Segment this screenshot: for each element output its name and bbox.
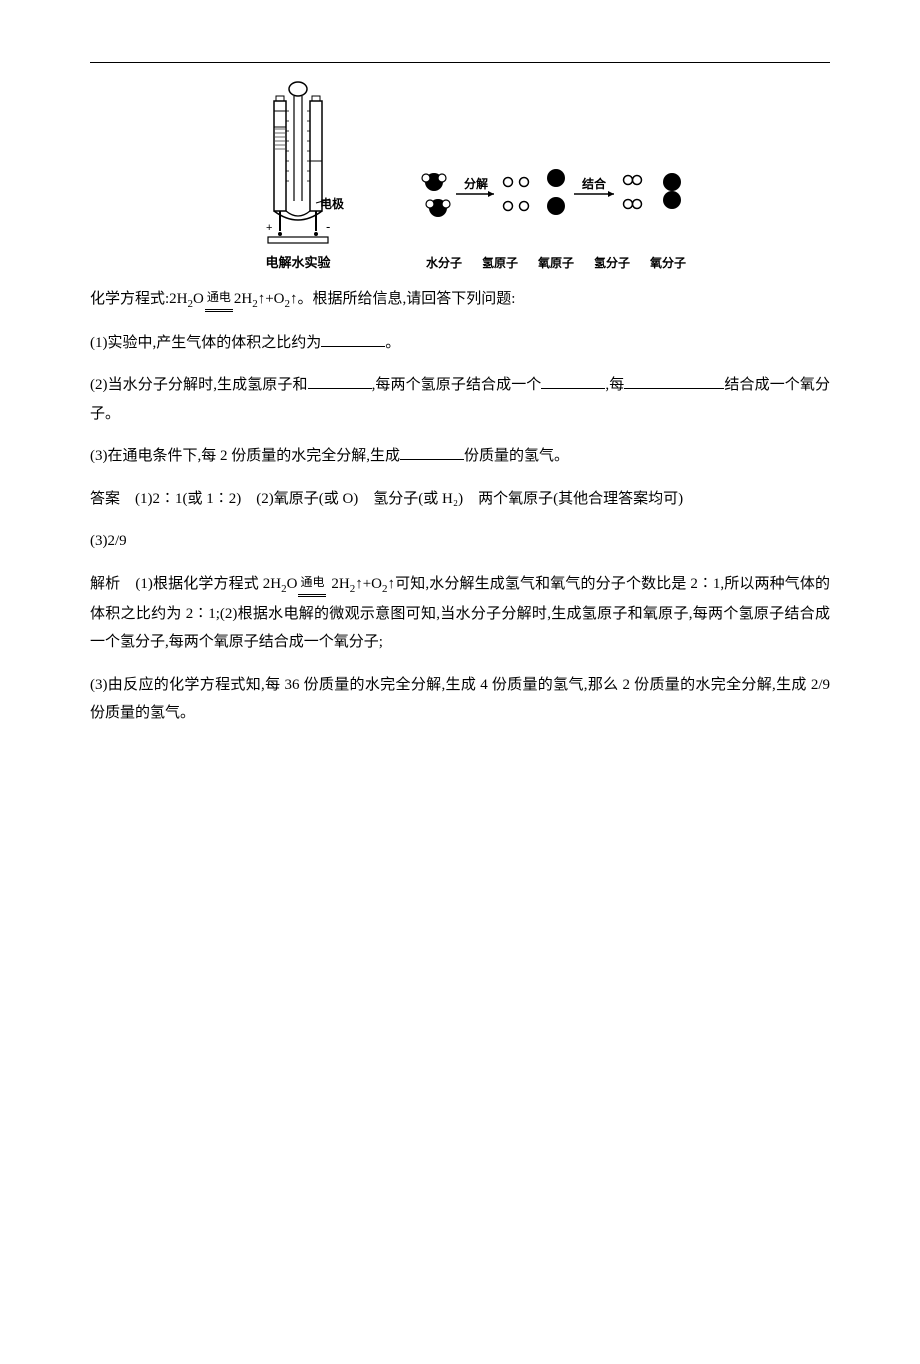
eq-mid3: ↑+O: [258, 291, 285, 307]
apparatus-caption: 电解水实验: [265, 252, 330, 271]
label-o-atom: 氧原子: [538, 254, 574, 271]
eq-mid2: 2H: [234, 291, 252, 307]
electrode-label: 电极: [320, 195, 344, 212]
molecule-labels: 水分子 氢原子 氧原子 氢分子 氧分子: [426, 254, 686, 271]
an1-mid1: O: [287, 576, 298, 592]
q1-pre: (1)实验中,产生气体的体积之比约为: [90, 335, 321, 351]
blank: [308, 376, 372, 390]
analysis-1: 解析 (1)根据化学方程式 2H2O通电 2H2↑+O2↑可知,水分解生成氢气和…: [90, 570, 830, 657]
label-h2: 氢分子: [594, 254, 630, 271]
question-2: (2)当水分子分解时,生成氢原子和,每两个氢原子结合成一个,每结合成一个氧分子。: [90, 371, 830, 428]
q1-post: 。: [385, 335, 400, 351]
equation-line: 化学方程式:2H2O通电2H2↑+O2↑。根据所给信息,请回答下列问题:: [90, 285, 830, 315]
label-h-atom: 氢原子: [482, 254, 518, 271]
eq-prefix: 化学方程式:2H: [90, 291, 188, 307]
molecule-svg: 分解 结合: [416, 158, 696, 248]
molecular-diagram: 分解 结合: [406, 158, 706, 271]
figure-row: + - 电极 电解水实验 分解: [250, 81, 830, 271]
eq-mid1: O: [193, 291, 204, 307]
svg-text:+: +: [266, 222, 272, 234]
blank: [624, 376, 724, 390]
page: + - 电极 电解水实验 分解: [0, 62, 920, 728]
label-water: 水分子: [426, 254, 462, 271]
q3-post: 份质量的氢气。: [464, 448, 569, 464]
arrow-right-label: 结合: [582, 176, 607, 191]
blank: [321, 333, 385, 347]
label-o2: 氧分子: [650, 254, 686, 271]
an1-mid2: 2H: [327, 576, 349, 592]
top-rule: [90, 62, 830, 63]
svg-text:-: -: [326, 219, 330, 234]
arrow-left-label: 分解: [464, 176, 488, 191]
eq-suffix: ↑。根据所给信息,请回答下列问题:: [290, 291, 515, 307]
analysis-2: (3)由反应的化学方程式知,每 36 份质量的水完全分解,生成 4 份质量的氢气…: [90, 671, 830, 728]
question-1: (1)实验中,产生气体的体积之比约为 。: [90, 329, 830, 358]
an1-pre: 解析 (1)根据化学方程式 2H: [90, 576, 281, 592]
q2-mid2: ,每: [605, 377, 624, 393]
an1-cond: 通电: [298, 571, 326, 595]
answer-3: (3)2/9: [90, 527, 830, 556]
blank: [541, 376, 605, 390]
q2-mid1: ,每两个氢原子结合成一个: [372, 377, 542, 393]
q2-pre: (2)当水分子分解时,生成氢原子和: [90, 377, 308, 393]
eq-condition: 通电: [205, 286, 233, 310]
apparatus-svg: + -: [250, 81, 346, 251]
blank: [400, 447, 464, 461]
an1-mid3: ↑+O: [355, 576, 382, 592]
electrolysis-apparatus: + - 电极 电解水实验: [250, 81, 346, 271]
question-3: (3)在通电条件下,每 2 份质量的水完全分解,生成 份质量的氢气。: [90, 442, 830, 471]
q3-pre: (3)在通电条件下,每 2 份质量的水完全分解,生成: [90, 448, 400, 464]
answer-line: 答案 (1)2∶1(或 1∶2) (2)氧原子(或 O) 氢分子(或 H₂) 两…: [90, 485, 830, 514]
